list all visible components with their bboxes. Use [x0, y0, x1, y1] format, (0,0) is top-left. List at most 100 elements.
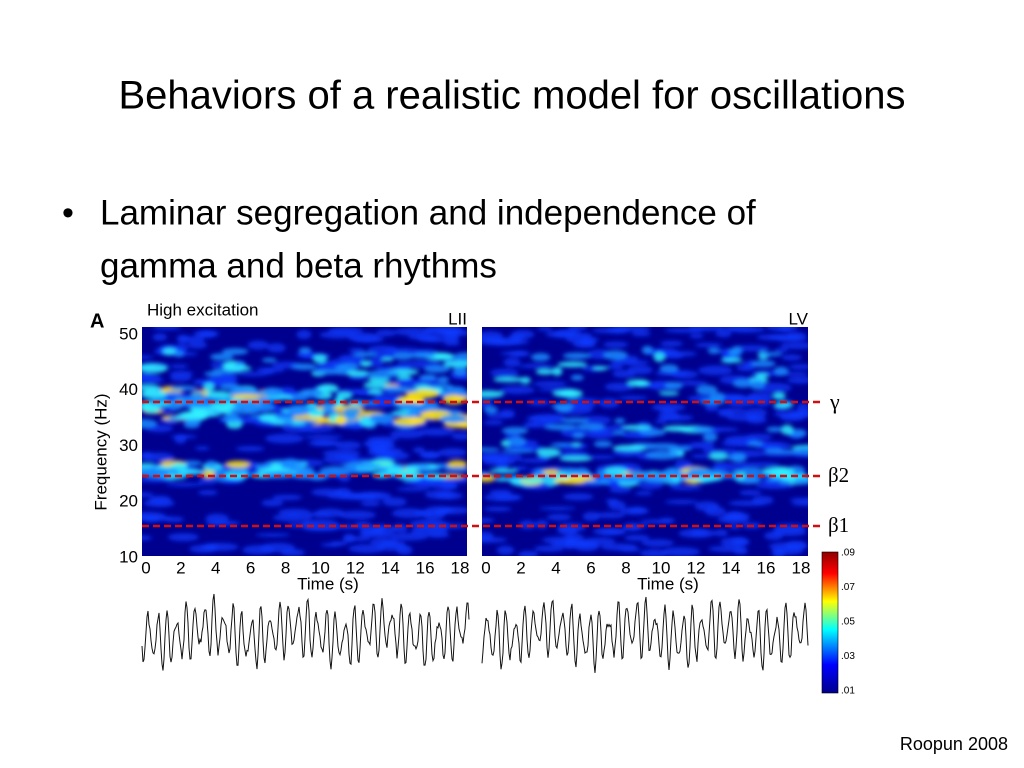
texture-blob: [443, 360, 467, 368]
y-tick-label: 50: [119, 324, 138, 343]
texture-blob: [393, 402, 421, 409]
x-tick-label: 0: [141, 558, 150, 577]
texture-blob: [142, 451, 153, 459]
texture-blob: [512, 465, 529, 471]
texture-blob: [664, 499, 699, 505]
texture-blob: [343, 469, 373, 474]
texture-blob: [698, 365, 733, 376]
texture-blob: [593, 440, 613, 448]
texture-blob: [557, 361, 588, 368]
texture-blob: [603, 350, 628, 361]
condition-label: High excitation: [147, 300, 259, 319]
texture-blob: [142, 389, 169, 399]
texture-blob: [566, 475, 596, 482]
texture-blob: [393, 327, 432, 336]
texture-blob: [553, 478, 570, 484]
texture-blob: [664, 381, 683, 390]
panel-label: A: [90, 310, 104, 332]
texture-blob: [348, 544, 386, 554]
texture-blob: [496, 545, 515, 555]
texture-blob: [363, 439, 394, 448]
texture-blob: [758, 382, 792, 393]
texture-blob: [142, 418, 158, 429]
trace: [141, 593, 470, 671]
texture-blob: [662, 425, 691, 432]
citation: Roopun 2008: [900, 734, 1008, 754]
texture-blob: [493, 376, 524, 383]
colorbar-tick-label: .03: [841, 651, 855, 662]
texture-blob: [541, 536, 578, 544]
texture-blob: [592, 366, 608, 371]
texture-blob: [204, 390, 232, 400]
texture-blob: [743, 476, 761, 484]
texture-blob: [360, 500, 381, 507]
texture-blob: [483, 493, 522, 502]
texture-blob: [702, 432, 718, 442]
x-axis-label: Time (s): [637, 574, 699, 593]
texture-blob: [392, 352, 413, 361]
texture-blob: [317, 383, 339, 393]
texture-blob: [570, 374, 584, 381]
texture-blob: [439, 417, 467, 423]
texture-blob: [573, 541, 600, 552]
texture-blob: [335, 415, 347, 425]
texture-blob: [620, 478, 643, 483]
texture-blob: [726, 454, 745, 461]
texture-blob: [447, 460, 467, 469]
texture-blob: [607, 363, 624, 370]
texture-blob: [368, 389, 383, 395]
texture-blob: [142, 373, 162, 384]
texture-blob: [483, 420, 504, 426]
texture-blob: [661, 414, 694, 421]
texture-blob: [567, 327, 588, 331]
texture-blob: [550, 442, 573, 447]
texture-blob: [544, 424, 579, 431]
slide-title: Behaviors of a realistic model for oscil…: [118, 74, 905, 118]
texture-blob: [781, 354, 802, 361]
texture-blob: [263, 387, 283, 395]
texture-blob: [142, 492, 154, 498]
texture-blob: [579, 338, 595, 348]
x-tick-label: 0: [481, 558, 490, 577]
texture-blob: [312, 368, 343, 375]
texture-blob: [168, 401, 182, 411]
texture-blob: [298, 388, 324, 398]
texture-blob: [773, 523, 807, 532]
texture-blob: [635, 380, 648, 387]
texture-blob: [659, 364, 679, 373]
texture-blob: [183, 421, 200, 429]
texture-blob: [235, 446, 265, 452]
texture-blob: [586, 455, 616, 460]
texture-blob: [418, 427, 455, 436]
texture-blob: [205, 460, 218, 468]
texture-blob: [142, 384, 161, 391]
texture-blob: [694, 501, 720, 512]
texture-blob: [163, 391, 183, 396]
texture-blob: [334, 487, 352, 497]
texture-blob: [232, 399, 258, 409]
x-tick-label: 14: [722, 558, 741, 577]
texture-blob: [631, 331, 651, 337]
texture-blob: [765, 327, 799, 332]
texture-blob: [664, 327, 704, 333]
texture-blob: [796, 402, 808, 412]
texture-blob: [739, 462, 779, 467]
texture-blob: [142, 463, 156, 468]
texture-blob: [522, 477, 546, 484]
texture-blob: [708, 545, 748, 553]
texture-blob: [484, 337, 523, 346]
texture-blob: [670, 485, 703, 491]
texture-blob: [277, 508, 311, 516]
texture-blob: [431, 383, 454, 389]
texture-blob: [559, 455, 592, 462]
texture-blob: [600, 529, 626, 535]
texture-blob: [408, 352, 436, 359]
x-tick-label: 10: [652, 558, 671, 577]
texture-blob: [552, 366, 563, 376]
texture-blob: [247, 340, 270, 350]
texture-blob: [221, 347, 249, 355]
texture-blob: [572, 432, 585, 439]
texture-blob: [644, 450, 679, 460]
texture-blob: [637, 481, 664, 490]
texture-blob: [352, 351, 378, 357]
